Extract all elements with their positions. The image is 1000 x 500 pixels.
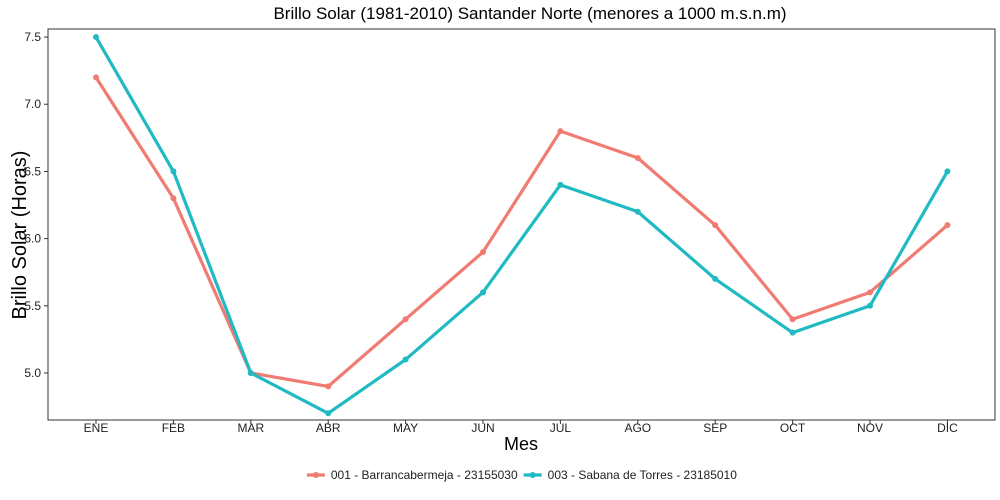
- data-point: [480, 249, 486, 256]
- data-point: [557, 128, 564, 135]
- x-tick-label: ABR: [316, 421, 341, 435]
- x-tick-label: JUL: [550, 421, 572, 435]
- y-tick-label: 7.0: [24, 97, 41, 111]
- data-point: [789, 316, 796, 323]
- data-point: [634, 208, 641, 215]
- legend-key-point: [529, 472, 536, 478]
- x-tick-label: FEB: [162, 421, 185, 435]
- data-point: [789, 329, 796, 336]
- data-point: [480, 289, 486, 296]
- legend-label: 003 - Sabana de Torres - 23185010: [548, 468, 738, 482]
- data-point: [170, 168, 177, 175]
- x-tick-label: JUN: [471, 421, 494, 435]
- y-tick-label: 5.0: [24, 366, 41, 380]
- x-tick-label: SEP: [703, 421, 727, 435]
- x-tick-label: MAY: [393, 421, 418, 435]
- data-point: [247, 369, 254, 376]
- data-point: [944, 168, 951, 175]
- legend-label: 001 - Barrancabermeja - 23155030: [331, 468, 518, 482]
- data-point: [867, 289, 873, 296]
- data-point: [325, 410, 332, 417]
- series-2: [93, 34, 951, 417]
- series-line: [94, 75, 950, 389]
- x-tick-label: ENE: [84, 421, 109, 435]
- data-point: [944, 222, 951, 229]
- y-tick-label: 6.0: [24, 232, 41, 246]
- chart-title: Brillo Solar (1981-2010) Santander Norte…: [273, 4, 786, 23]
- data-point: [867, 302, 873, 309]
- data-point: [93, 34, 99, 41]
- data-point: [93, 74, 99, 81]
- x-tick-label: OCT: [780, 421, 806, 435]
- x-axis-title: Mes: [504, 434, 538, 454]
- data-point: [712, 275, 719, 282]
- y-tick-label: 6.5: [24, 164, 41, 178]
- data-point: [557, 181, 564, 188]
- series-layer: [93, 34, 951, 417]
- series-line: [94, 35, 950, 415]
- y-axis: 5.0 5.5 6.0 6.5 7.0 7.5: [24, 30, 48, 380]
- data-point: [170, 195, 177, 202]
- data-point: [634, 154, 641, 161]
- data-point: [402, 356, 409, 363]
- legend-key-point: [312, 472, 319, 478]
- y-axis-title: Brillo Solar (Horas): [9, 151, 31, 320]
- data-point: [402, 316, 409, 323]
- y-tick-label: 7.5: [24, 30, 41, 44]
- series-1: [93, 74, 951, 390]
- y-tick-label: 5.5: [24, 299, 41, 313]
- legend: 001 - Barrancabermeja - 23155030 003 - Sa…: [306, 468, 738, 482]
- data-point: [712, 222, 719, 229]
- legend-item-2: 003 - Sabana de Torres - 23185010: [523, 468, 738, 482]
- x-tick-label: NOV: [857, 421, 883, 435]
- data-point: [325, 383, 332, 390]
- x-tick-label: AGO: [624, 421, 651, 435]
- legend-item-1: 001 - Barrancabermeja - 23155030: [306, 468, 518, 482]
- x-tick-label: MAR: [237, 421, 264, 435]
- plot-panel: [47, 28, 996, 421]
- x-axis: ENE FEB MAR ABR MAY JUN JUL AGO SEP OCT NOV DIC: [84, 420, 958, 435]
- x-tick-label: DIC: [937, 421, 958, 435]
